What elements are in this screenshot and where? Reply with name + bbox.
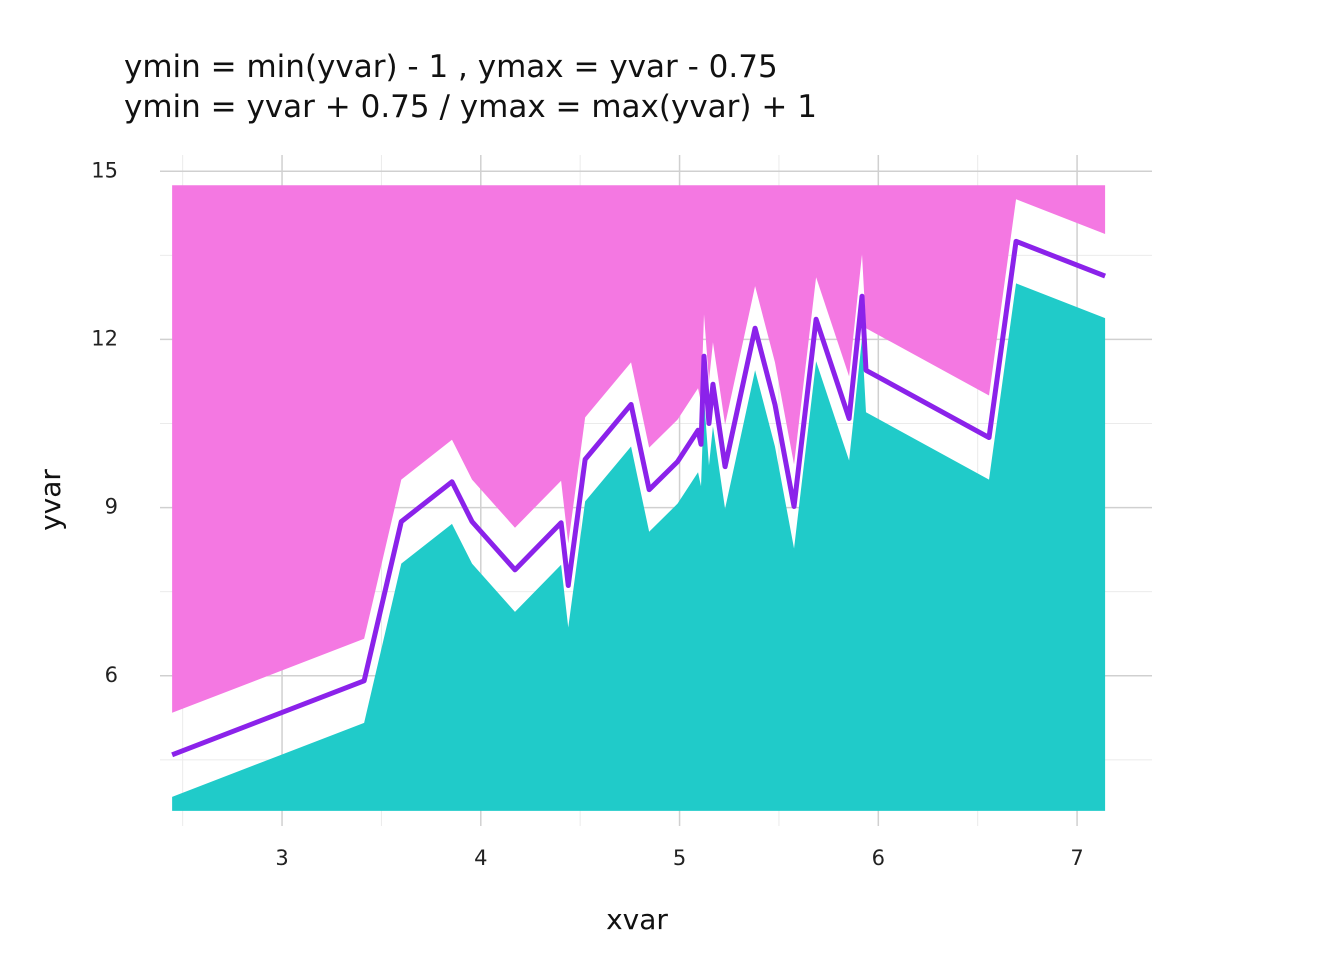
y-tick-label: 12	[91, 326, 118, 350]
ribbon	[172, 283, 1106, 811]
y-axis-label: yvar	[34, 469, 67, 531]
y-tick-label: 6	[105, 663, 118, 687]
chart-title: ymin = yvar + 0.75 / ymax = max(yvar) + …	[124, 89, 817, 125]
line	[171, 238, 1106, 758]
x-axis-label: xvar	[606, 903, 668, 936]
x-tick-label: 5	[673, 846, 686, 870]
ribbon	[172, 185, 1106, 713]
x-tick-label: 7	[1070, 846, 1083, 870]
x-tick-label: 3	[275, 846, 288, 870]
y-tick-label: 9	[105, 495, 118, 519]
chart-title: ymin = min(yvar) - 1 , ymax = yvar - 0.7…	[124, 49, 778, 85]
x-tick-label: 6	[872, 846, 885, 870]
x-tick-label: 4	[474, 846, 487, 870]
y-tick-label: 15	[91, 158, 118, 182]
